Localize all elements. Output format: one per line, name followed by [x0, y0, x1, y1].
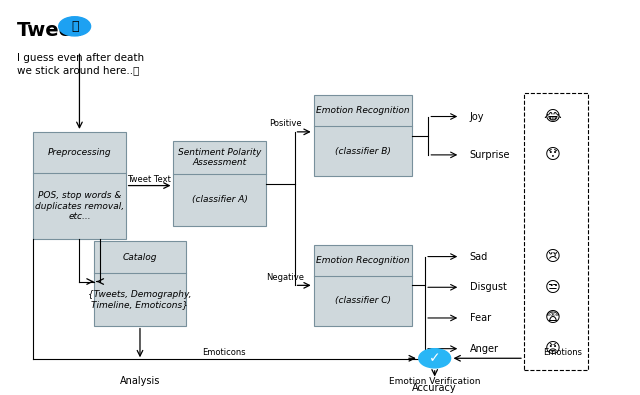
Text: {Tweets, Demography,
Timeline, Emoticons}: {Tweets, Demography, Timeline, Emoticons…	[88, 290, 192, 309]
Text: Analysis: Analysis	[120, 376, 160, 386]
Text: (classifier A): (classifier A)	[192, 195, 248, 204]
Text: 😨: 😨	[545, 310, 561, 325]
Text: 😂: 😂	[543, 109, 561, 124]
Text: Emotion Verification: Emotion Verification	[389, 377, 481, 386]
Circle shape	[419, 349, 451, 368]
Text: Catalog: Catalog	[123, 253, 157, 262]
Text: Emotions: Emotions	[543, 348, 582, 357]
Circle shape	[59, 17, 91, 36]
Text: ✓: ✓	[429, 351, 440, 365]
Text: 🐦: 🐦	[71, 20, 79, 33]
Text: 😢: 😢	[545, 249, 561, 264]
FancyBboxPatch shape	[173, 141, 266, 226]
Text: Tweet: Tweet	[17, 21, 83, 40]
Text: 😒: 😒	[545, 280, 561, 295]
Text: Disgust: Disgust	[470, 282, 507, 292]
Text: Fear: Fear	[470, 313, 491, 323]
Text: Emoticons: Emoticons	[203, 348, 246, 357]
Text: Tweet Text: Tweet Text	[127, 175, 171, 184]
Text: Emotion Recognition: Emotion Recognition	[316, 106, 410, 115]
Text: I guess even after death
we stick around here..🥲: I guess even after death we stick around…	[17, 53, 145, 75]
FancyBboxPatch shape	[33, 132, 125, 239]
FancyBboxPatch shape	[94, 241, 186, 325]
Text: Sad: Sad	[470, 252, 488, 261]
FancyBboxPatch shape	[314, 96, 412, 176]
Text: 😡: 😡	[545, 341, 561, 356]
FancyBboxPatch shape	[314, 245, 412, 325]
Text: POS, stop words &
duplicates removal,
etc...: POS, stop words & duplicates removal, et…	[35, 191, 124, 221]
Text: Joy: Joy	[470, 111, 484, 122]
Text: Emotion Recognition: Emotion Recognition	[316, 256, 410, 265]
Text: 😯: 😯	[545, 147, 561, 162]
Text: Positive: Positive	[269, 119, 301, 128]
Text: (classifier B): (classifier B)	[335, 147, 391, 156]
Text: Accuracy: Accuracy	[412, 383, 457, 393]
Text: Preprocessing: Preprocessing	[47, 148, 111, 157]
Text: Negative: Negative	[266, 273, 304, 282]
Text: Anger: Anger	[470, 344, 499, 354]
Text: (classifier C): (classifier C)	[335, 296, 391, 305]
Text: Surprise: Surprise	[470, 150, 510, 160]
Text: Sentiment Polarity
Assessment: Sentiment Polarity Assessment	[178, 148, 261, 167]
